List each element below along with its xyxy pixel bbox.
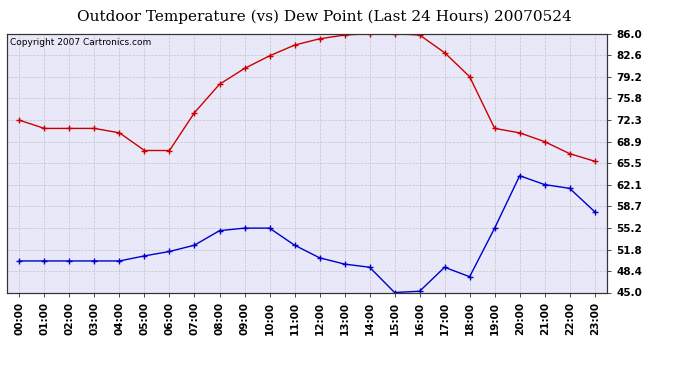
- Text: Copyright 2007 Cartronics.com: Copyright 2007 Cartronics.com: [10, 38, 151, 46]
- Text: Outdoor Temperature (vs) Dew Point (Last 24 Hours) 20070524: Outdoor Temperature (vs) Dew Point (Last…: [77, 9, 572, 24]
